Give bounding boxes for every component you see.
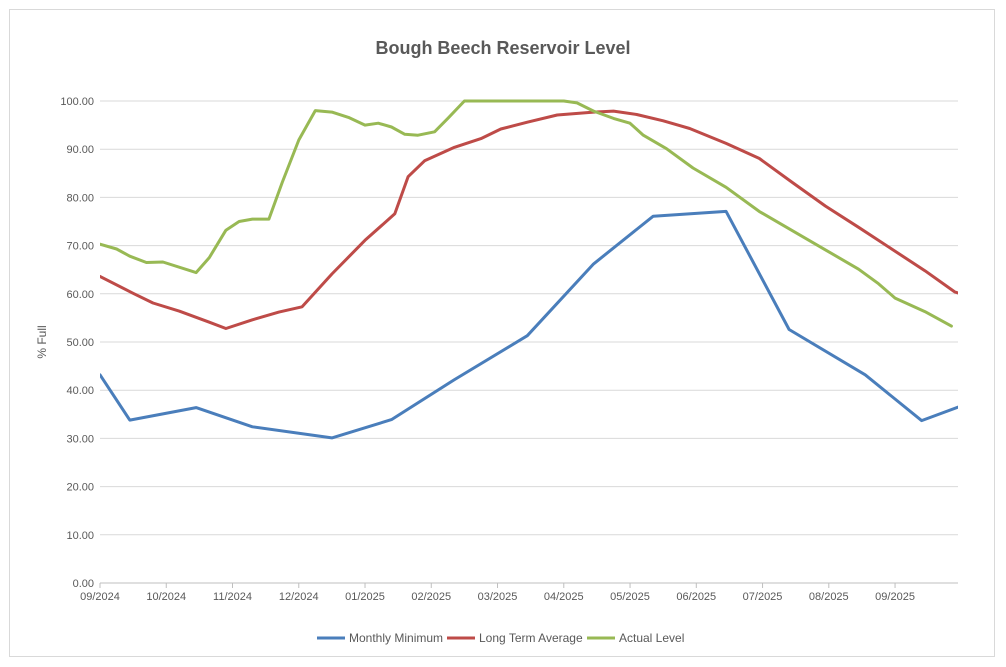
- x-tick-label: 09/2024: [80, 591, 120, 603]
- x-tick-label: 02/2025: [411, 591, 451, 603]
- x-tick-label: 08/2025: [809, 591, 849, 603]
- legend: Monthly Minimum Long Term Average Actual L…: [317, 631, 684, 645]
- x-tick-label: 03/2025: [478, 591, 518, 603]
- y-tick-label: 70.00: [66, 241, 94, 253]
- y-tick-label: 50.00: [66, 337, 94, 349]
- series-line-2: [100, 99, 953, 328]
- chart-svg: 0.00 10.00 20.00 30.00 40.00 50.00 60.00 70.00 8…: [35, 96, 958, 645]
- series-line-0: [100, 209, 958, 440]
- y-tick-label: 80.00: [66, 192, 94, 204]
- x-tick-labels: 09/2024 10/2024 11/2024 12/2024 01/2025 02/20…: [80, 591, 915, 603]
- x-tick-label: 12/2024: [279, 591, 319, 603]
- legend-label-2: Actual Level: [619, 631, 684, 645]
- x-tick-label: 09/2025: [875, 591, 915, 603]
- y-tick-label: 10.00: [66, 530, 94, 542]
- chart-title: Bough Beech Reservoir Level: [375, 38, 631, 58]
- y-axis-title: % Full: [35, 325, 49, 358]
- y-tick-labels: 0.00 10.00 20.00 30.00 40.00 50.00 60.00 70.00 8…: [60, 96, 94, 590]
- x-tick-label: 05/2025: [610, 591, 650, 603]
- y-tick-label: 0.00: [73, 578, 94, 590]
- x-tick-label: 01/2025: [345, 591, 385, 603]
- y-tick-label: 60.00: [66, 289, 94, 301]
- x-tick-label: 06/2025: [676, 591, 716, 603]
- chart-frame: Bough Beech Reservoir Level 0.00 10.00 20.…: [9, 9, 995, 657]
- legend-label-1: Long Term Average: [479, 631, 583, 645]
- y-tick-label: 40.00: [66, 385, 94, 397]
- x-tick-label: 11/2024: [213, 591, 252, 603]
- series-line-1: [100, 109, 958, 330]
- legend-label-0: Monthly Minimum: [349, 631, 443, 645]
- x-tick-label: 10/2024: [146, 591, 186, 603]
- grid-layer: [99, 100, 958, 588]
- y-tick-label: 90.00: [66, 144, 94, 156]
- x-tick-label: 07/2025: [743, 591, 783, 603]
- y-tick-label: 30.00: [66, 433, 94, 445]
- series-layer: [100, 99, 958, 440]
- x-tick-label: 04/2025: [544, 591, 584, 603]
- y-tick-label: 100.00: [60, 96, 94, 108]
- y-tick-label: 20.00: [66, 482, 94, 494]
